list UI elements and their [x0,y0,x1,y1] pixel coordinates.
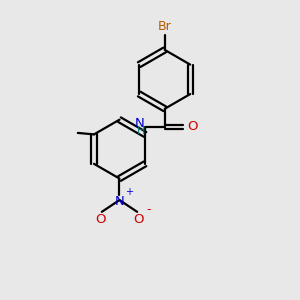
Text: H: H [136,126,145,136]
Text: N: N [115,195,124,208]
Text: O: O [134,213,144,226]
Text: N: N [135,117,145,130]
Text: Br: Br [158,20,172,33]
Text: O: O [95,213,106,226]
Text: -: - [147,203,151,216]
Text: O: O [187,120,197,133]
Text: +: + [125,188,134,197]
